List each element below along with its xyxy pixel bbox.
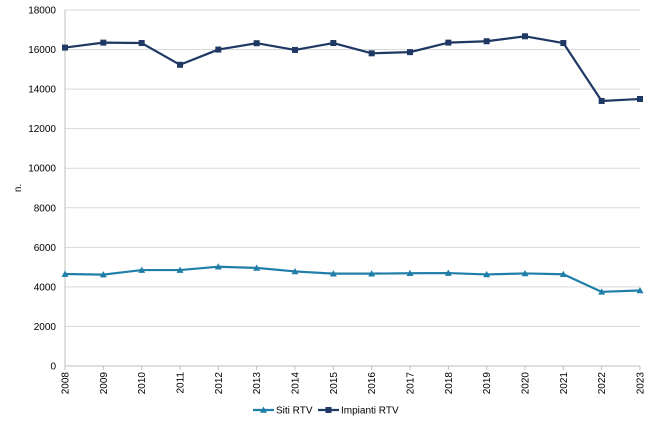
data-point bbox=[99, 271, 107, 278]
data-point bbox=[560, 40, 567, 47]
data-point bbox=[445, 39, 452, 46]
data-point bbox=[215, 46, 222, 53]
data-point bbox=[598, 288, 606, 295]
data-point bbox=[176, 266, 184, 273]
x-tick-label: 2020 bbox=[521, 372, 532, 395]
y-tick-label: 10000 bbox=[28, 164, 56, 175]
data-point bbox=[330, 40, 337, 47]
data-point bbox=[636, 286, 644, 294]
data-point bbox=[292, 46, 298, 53]
data-point bbox=[138, 40, 145, 47]
data-point bbox=[483, 270, 491, 278]
legend-label: Siti RTV bbox=[276, 406, 313, 417]
x-tick-label: 2016 bbox=[367, 372, 378, 395]
axes bbox=[64, 10, 640, 367]
y-tick-label: 2000 bbox=[34, 322, 57, 333]
y-tick-label: 18000 bbox=[28, 6, 56, 17]
x-tick-label: 2018 bbox=[444, 372, 455, 395]
series-line bbox=[64, 35, 641, 103]
data-point bbox=[637, 96, 643, 102]
x-tick-label: 2012 bbox=[214, 372, 225, 395]
series-siti-rtv bbox=[61, 263, 644, 295]
series-line bbox=[64, 265, 641, 293]
x-tick-label: 2021 bbox=[559, 372, 570, 395]
gridlines bbox=[65, 9, 640, 327]
x-tick-label: 2014 bbox=[291, 372, 302, 395]
data-point bbox=[559, 270, 567, 278]
data-point bbox=[138, 266, 146, 273]
data-point bbox=[253, 264, 261, 271]
series-group bbox=[61, 33, 644, 295]
data-point bbox=[368, 270, 376, 277]
legend-item: Siti RTV bbox=[253, 406, 313, 417]
data-point bbox=[62, 44, 68, 51]
data-point bbox=[407, 49, 413, 56]
legend-marker bbox=[260, 406, 267, 413]
x-tick-label: 2011 bbox=[176, 372, 187, 394]
legend-label: Impianti RTV bbox=[341, 406, 399, 417]
data-point bbox=[329, 270, 337, 277]
data-point bbox=[522, 33, 528, 40]
data-point bbox=[406, 269, 414, 277]
x-tick-label: 2019 bbox=[482, 372, 493, 395]
data-point bbox=[483, 38, 490, 45]
y-tick-label: 6000 bbox=[34, 243, 57, 254]
x-tick-label: 2022 bbox=[597, 372, 608, 395]
y-tick-label: 8000 bbox=[34, 203, 57, 214]
y-tick-label: 16000 bbox=[28, 45, 56, 56]
data-point bbox=[291, 267, 299, 275]
x-tick-label: 2009 bbox=[99, 372, 110, 395]
data-point bbox=[253, 40, 260, 47]
y-tick-label: 12000 bbox=[28, 124, 56, 135]
y-tick-labels: 0 2000 4000 6000 8000 10000 12000 14000 16000 180… bbox=[28, 6, 56, 373]
series-impianti-rtv bbox=[62, 33, 643, 104]
y-tick-label: 4000 bbox=[34, 282, 57, 293]
data-point bbox=[214, 263, 222, 270]
data-point bbox=[177, 61, 183, 68]
legend-marker bbox=[325, 407, 332, 413]
data-point bbox=[100, 39, 107, 46]
x-tick-labels: 2008 2009 2010 2011 2012 2013 2014 2015 2016 2017… bbox=[61, 366, 647, 394]
legend-item: Impianti RTV bbox=[318, 406, 399, 417]
legend: Siti RTV Impianti RTV bbox=[253, 406, 399, 417]
x-tick-label: 2017 bbox=[406, 372, 417, 395]
y-axis-label: n. bbox=[13, 184, 24, 192]
y-tick-label: 14000 bbox=[28, 85, 56, 96]
y-tick-label: 0 bbox=[50, 362, 56, 373]
x-tick-label: 2008 bbox=[61, 372, 72, 395]
data-point bbox=[598, 97, 605, 104]
data-point bbox=[521, 269, 529, 277]
x-tick-label: 2013 bbox=[252, 372, 263, 395]
data-point bbox=[368, 50, 375, 57]
x-tick-label: 2015 bbox=[329, 372, 340, 395]
x-tick-label: 2023 bbox=[636, 372, 647, 395]
data-point bbox=[444, 269, 452, 276]
x-tick-label: 2010 bbox=[137, 372, 148, 395]
data-point bbox=[61, 270, 69, 277]
